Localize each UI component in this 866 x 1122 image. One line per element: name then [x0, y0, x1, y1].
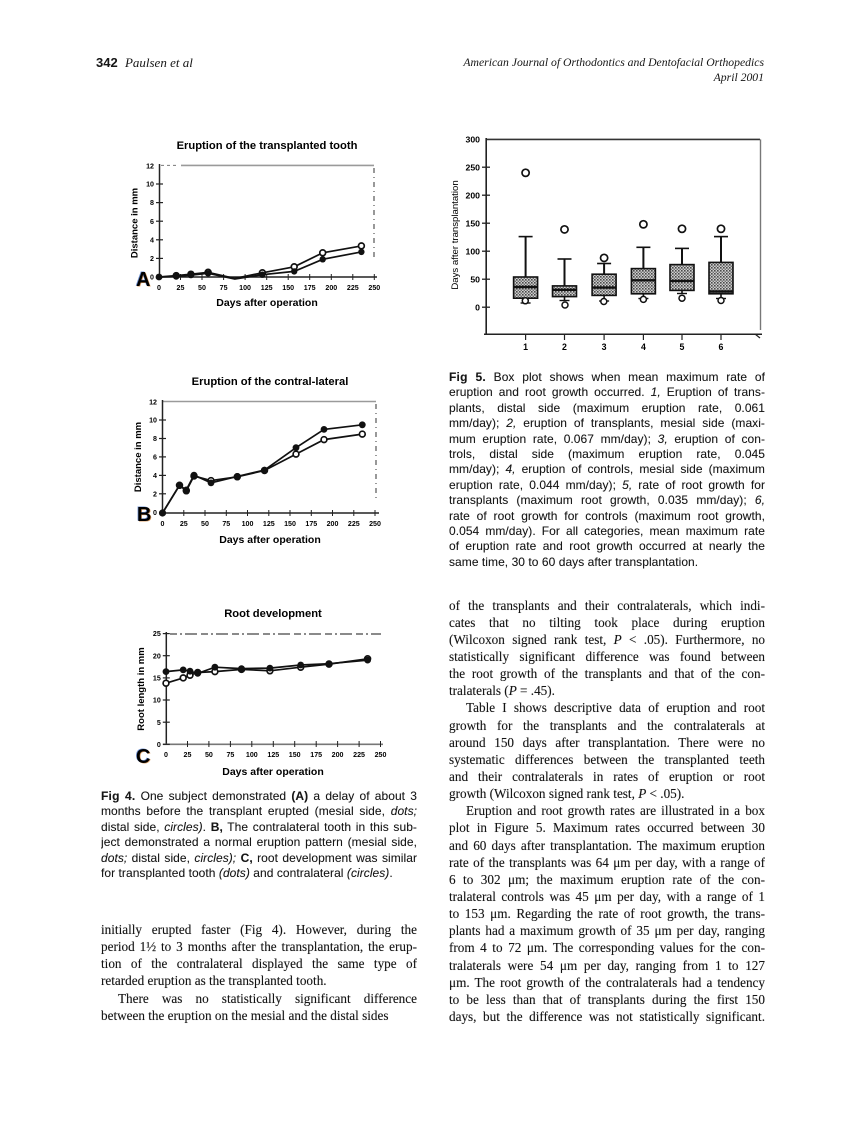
svg-text:250: 250 [375, 751, 387, 759]
svg-text:6: 6 [150, 218, 154, 226]
svg-text:25: 25 [177, 284, 185, 292]
svg-text:Root length in mm: Root length in mm [136, 647, 147, 730]
svg-text:Eruption of the contral-latera: Eruption of the contral-lateral [192, 376, 349, 388]
svg-text:10: 10 [146, 181, 154, 189]
svg-text:Days after transplantation: Days after transplantation [450, 180, 461, 289]
svg-text:4: 4 [153, 472, 157, 480]
svg-text:B: B [138, 505, 152, 527]
svg-text:Days after operation: Days after operation [216, 297, 318, 309]
svg-text:A: A [137, 270, 151, 292]
svg-text:3: 3 [602, 342, 607, 352]
svg-text:300: 300 [466, 135, 481, 145]
svg-text:8: 8 [150, 199, 154, 207]
svg-text:100: 100 [242, 520, 254, 528]
svg-text:20: 20 [153, 652, 161, 660]
svg-text:5: 5 [157, 719, 161, 727]
svg-text:225: 225 [347, 284, 359, 292]
svg-text:Days after operation: Days after operation [219, 534, 321, 546]
svg-text:75: 75 [220, 284, 228, 292]
svg-text:250: 250 [466, 162, 481, 172]
svg-text:100: 100 [246, 751, 258, 759]
svg-text:Root development: Root development [224, 608, 322, 620]
svg-text:C: C [136, 746, 150, 768]
svg-text:200: 200 [332, 751, 344, 759]
svg-text:B: B [136, 503, 150, 525]
svg-text:Distance in mm: Distance in mm [130, 188, 141, 258]
svg-text:100: 100 [239, 284, 251, 292]
svg-text:4: 4 [641, 342, 646, 352]
svg-text:0: 0 [164, 751, 168, 759]
svg-text:25: 25 [184, 751, 192, 759]
svg-text:50: 50 [205, 751, 213, 759]
svg-text:225: 225 [353, 751, 365, 759]
svg-text:2: 2 [150, 255, 154, 263]
svg-text:100: 100 [466, 246, 481, 256]
svg-text:200: 200 [466, 190, 481, 200]
svg-text:8: 8 [153, 435, 157, 443]
svg-text:1: 1 [523, 342, 528, 352]
svg-text:225: 225 [348, 520, 360, 528]
svg-text:0: 0 [157, 741, 161, 749]
svg-text:2: 2 [153, 490, 157, 498]
svg-text:B: B [137, 504, 151, 526]
svg-text:0: 0 [161, 520, 165, 528]
svg-text:25: 25 [180, 520, 188, 528]
svg-text:150: 150 [466, 218, 481, 228]
svg-text:6: 6 [153, 454, 157, 462]
svg-text:10: 10 [149, 417, 157, 425]
svg-text:4: 4 [150, 236, 154, 244]
svg-text:150: 150 [282, 284, 294, 292]
svg-text:Days after operation: Days after operation [222, 766, 324, 778]
svg-text:12: 12 [149, 399, 157, 407]
svg-text:0: 0 [157, 284, 161, 292]
svg-text:125: 125 [263, 520, 275, 528]
svg-text:200: 200 [327, 520, 339, 528]
svg-text:50: 50 [201, 520, 209, 528]
svg-text:175: 175 [310, 751, 322, 759]
svg-text:12: 12 [146, 162, 154, 170]
svg-text:C: C [135, 745, 149, 767]
svg-text:125: 125 [261, 284, 273, 292]
svg-text:125: 125 [267, 751, 279, 759]
svg-text:150: 150 [289, 751, 301, 759]
svg-text:5: 5 [680, 342, 685, 352]
svg-text:175: 175 [305, 520, 317, 528]
svg-text:A: A [135, 268, 149, 290]
svg-text:0: 0 [475, 302, 480, 312]
svg-text:250: 250 [369, 520, 381, 528]
svg-text:175: 175 [304, 284, 316, 292]
svg-text:75: 75 [226, 751, 234, 759]
svg-text:10: 10 [153, 697, 161, 705]
svg-text:6: 6 [719, 342, 724, 352]
svg-text:0: 0 [153, 509, 157, 517]
svg-text:25: 25 [153, 630, 161, 638]
svg-text:150: 150 [284, 520, 296, 528]
svg-text:Eruption of the transplanted t: Eruption of the transplanted tooth [177, 140, 358, 152]
svg-text:15: 15 [153, 675, 161, 683]
svg-text:0: 0 [150, 274, 154, 282]
svg-text:A: A [136, 269, 150, 291]
svg-text:75: 75 [222, 520, 230, 528]
svg-text:250: 250 [368, 284, 380, 292]
svg-text:C: C [137, 747, 151, 769]
svg-text:Distance in mm: Distance in mm [133, 422, 144, 492]
svg-text:200: 200 [325, 284, 337, 292]
svg-text:50: 50 [198, 284, 206, 292]
svg-text:50: 50 [470, 274, 480, 284]
svg-text:2: 2 [562, 342, 567, 352]
